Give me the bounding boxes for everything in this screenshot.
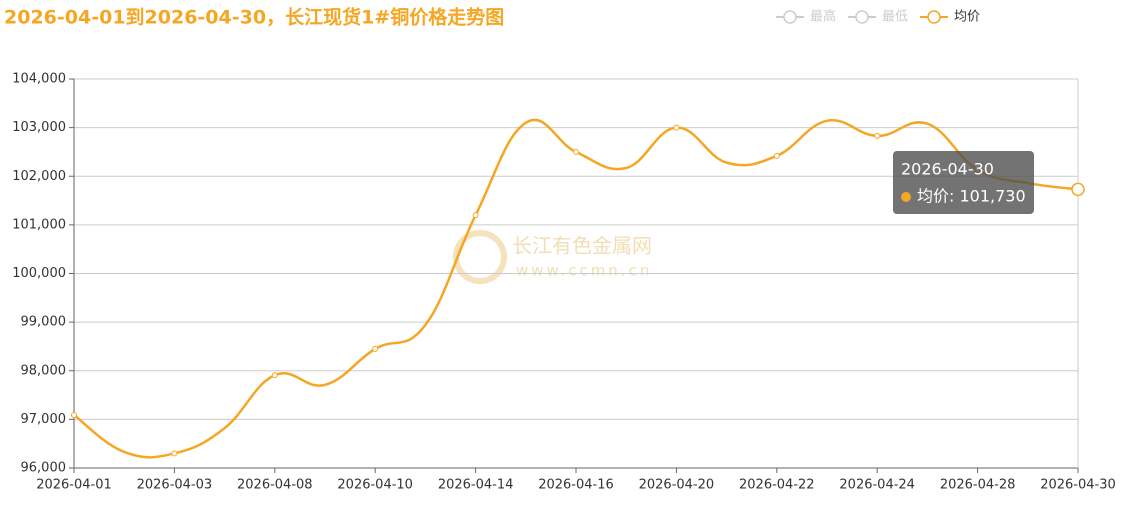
- watermark-url: www.ccmn.cn: [516, 262, 652, 280]
- point: [573, 148, 579, 155]
- x-tick-label: 2026-04-28: [940, 478, 1016, 493]
- y-tick-label: 97,000: [21, 412, 67, 427]
- y-tick-label: 103,000: [12, 120, 66, 135]
- y-tick-label: 104,000: [12, 72, 66, 87]
- y-tick-label: 100,000: [12, 266, 66, 281]
- legend-marker: [855, 10, 869, 24]
- tooltip-box: [893, 151, 1034, 214]
- tooltip-title: 2026-04-30: [901, 160, 994, 179]
- point: [874, 132, 881, 139]
- y-tick-label: 96,000: [21, 461, 67, 476]
- legend-marker: [927, 10, 941, 24]
- y-tick-label: 99,000: [21, 315, 67, 330]
- point: [1071, 182, 1085, 197]
- x-tick-label: 2026-04-10: [337, 478, 413, 493]
- line: [73, 118, 1079, 459]
- watermark-logo: [453, 230, 507, 284]
- x-tick-label: 2026-04-03: [137, 478, 213, 493]
- point: [472, 212, 479, 219]
- watermark-name: 长江有色金属网: [512, 234, 652, 258]
- point: [673, 124, 680, 131]
- point: [773, 152, 780, 159]
- point: [71, 411, 77, 418]
- y-tick-label: 102,000: [12, 169, 66, 184]
- chart-title: 2026-04-01到2026-04-30，长江现货1#铜价格走势图: [4, 6, 504, 29]
- point: [171, 450, 178, 457]
- watermark: 长江有色金属网 www.ccmn.cn: [453, 230, 652, 284]
- x-tick-label: 2026-04-30: [1040, 478, 1116, 493]
- x-tick-label: 2026-04-20: [639, 478, 715, 493]
- tooltip: 2026-04-30 均价: 101,730: [893, 151, 1034, 214]
- y-tick-label: 98,000: [21, 363, 67, 378]
- legend-label: 最高: [810, 9, 836, 25]
- x-tick-label: 2026-04-16: [538, 478, 614, 493]
- legend-marker: [783, 10, 797, 24]
- point: [271, 372, 278, 379]
- x-tick-label: 2026-04-22: [739, 478, 815, 493]
- legend-label: 均价: [954, 10, 980, 25]
- x-tick-label: 2026-04-08: [237, 478, 313, 493]
- point: [372, 345, 379, 352]
- tooltip-text: 均价: 101,730: [917, 187, 1026, 206]
- tooltip-dot: [901, 192, 911, 202]
- legend-label: 最低: [882, 10, 908, 25]
- y-tick-label: 101,000: [12, 217, 66, 232]
- x-tick-label: 2026-04-14: [438, 478, 514, 493]
- x-tick-label: 2026-04-24: [839, 478, 915, 493]
- x-tick-label: 2026-04-01: [36, 478, 112, 493]
